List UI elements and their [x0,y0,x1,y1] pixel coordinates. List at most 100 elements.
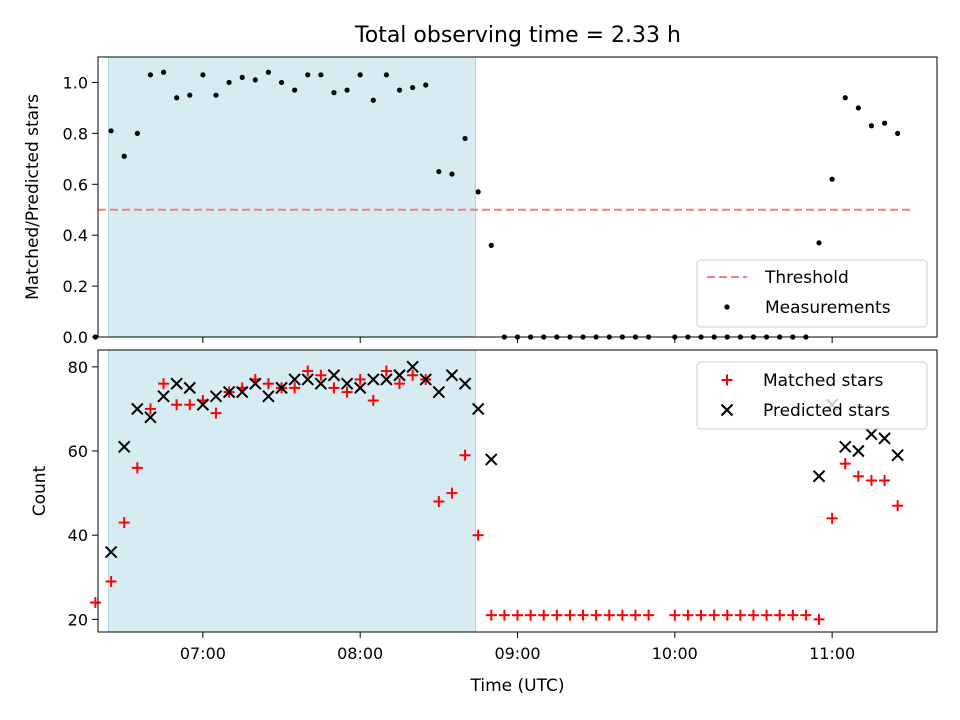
top-shaded-span [107,56,477,338]
measurement-point [226,79,232,86]
matched-star-point [446,487,458,499]
matched-star-point [629,609,641,621]
bottom-y-ticks: 20 40 60 80 [68,358,98,629]
measurement-point [868,123,875,129]
predicted-star-point [314,377,328,390]
measurement-point [370,97,376,103]
predicted-star-point [327,369,341,382]
predicted-star-point [301,373,314,386]
predicted-star-point [878,432,891,445]
matched-star-point [131,462,143,474]
matched-star-point [380,365,392,377]
bottom-y-tick-label: 20 [68,610,88,629]
measurement-point [200,72,206,78]
predicted-star-point [485,453,498,466]
matched-star-point [708,609,720,621]
matched-star-point [302,365,314,377]
measurement-point [475,189,481,195]
top-y-axis-label: Matched/Predicted stars [23,94,43,300]
x-tick-label: 09:00 [494,644,540,663]
measurement-point [292,87,298,93]
top-y-ticks: 0.0 0.2 0.4 0.6 0.8 1.0 [63,73,98,347]
measurement-point [895,130,901,136]
x-tick-label: 10:00 [652,644,698,663]
x-tick-label: 08:00 [337,644,383,663]
matched-star-point [826,512,838,524]
measurement-point [305,72,311,78]
measurement-point [121,153,127,159]
matched-star-point [210,407,222,419]
matched-star-point [354,373,366,385]
legend-predicted-swatch [720,403,734,417]
measurement-point [423,82,429,88]
matched-star-point [813,613,825,625]
matched-star-point [341,386,353,398]
bottom-x-ticks: 07:00 08:00 09:00 10:00 11:00 [180,632,855,663]
predicted-star-point [471,402,485,416]
bottom-y-tick-label: 40 [68,526,88,545]
measurement-point [488,242,494,248]
measurement-points [92,69,901,340]
measurement-point [174,95,180,101]
legend-threshold-label: Threshold [764,268,849,288]
top-legend: Threshold Measurements [696,259,928,328]
matched-star-point [734,609,746,621]
matched-star-point [551,609,563,621]
matched-star-point [512,609,523,621]
matched-star-point [525,609,537,621]
measurement-point [396,87,403,93]
x-axis-label: Time (UTC) [470,676,565,696]
legend-measurements-swatch [724,304,730,310]
measurement-point [134,130,140,136]
predicted-star-point [183,381,196,395]
measurement-point [160,69,167,75]
predicted-star-point [406,360,419,374]
measurement-point [147,72,154,78]
measurement-point [855,105,861,111]
matched-star-point [787,609,799,621]
predicted-star-point [209,390,223,403]
matched-star-point [643,609,655,621]
measurement-point [829,176,835,182]
matched-star-point [721,609,733,621]
bottom-panel: 20 40 60 80 07:00 08:00 09:00 10:00 11:00 Count… [30,349,938,696]
measurement-point [344,87,350,93]
matched-star-point [577,609,589,621]
matched-star-point [590,609,602,621]
predicted-star-point [812,470,826,483]
predicted-star-point [432,385,446,399]
predicted-star-point [118,440,131,454]
matched-star-point [262,378,274,390]
matched-star-point [433,496,445,508]
matched-star-point [485,609,497,621]
matched-star-point [538,609,550,621]
measurement-point [462,135,468,142]
matched-star-point [747,609,759,621]
predicted-star-point [380,373,393,386]
matched-star-point [695,609,707,621]
matched-star-point [839,458,851,470]
bottom-shaded-span [107,349,477,633]
predicted-star-point [445,369,459,382]
bottom-axes-frame [97,349,938,633]
top-axes-frame [97,56,938,338]
matched-star-point [879,474,891,486]
measurement-point [331,90,337,96]
matched-star-point [407,369,419,381]
predicted-star-point [891,449,904,462]
predicted-star-point [865,427,878,441]
matched-star-point [472,529,484,541]
bottom-y-tick-label: 80 [68,358,88,377]
matched-star-point [498,609,510,621]
matched-star-point [761,609,773,621]
legend-predicted-label: Predicted stars [763,401,890,421]
measurement-point [357,72,363,78]
predicted-star-point [235,385,249,399]
top-y-tick-label: 0.4 [63,226,88,245]
predicted-star-point [275,381,288,395]
predicted-star-point [249,377,262,390]
predicted-star-point [393,369,406,382]
figure-title: Total observing time = 2.33 h [354,23,681,48]
measurement-point [239,74,245,80]
